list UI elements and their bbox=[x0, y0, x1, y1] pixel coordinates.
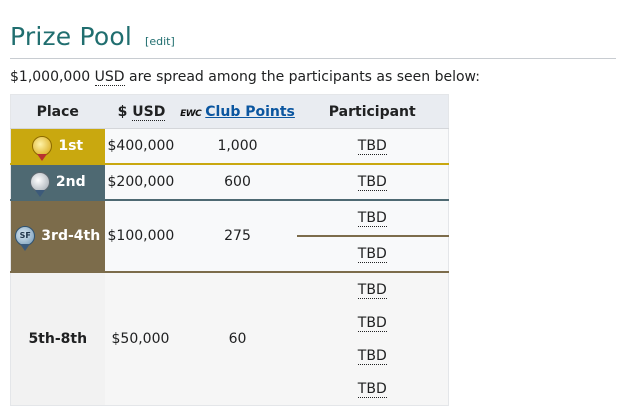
club-points-link[interactable]: Club Points bbox=[205, 103, 295, 120]
participant-tbd: TBD bbox=[357, 174, 387, 191]
table-row: SF 3rd-4th $100,000 275 TBD bbox=[10, 200, 449, 273]
gold-medal-icon bbox=[32, 136, 53, 161]
participant-cell: TBD bbox=[296, 200, 449, 236]
header-usd-prefix: $ bbox=[117, 103, 133, 120]
participant-tbd: TBD bbox=[357, 380, 387, 398]
header-participant: Participant bbox=[296, 94, 449, 129]
participant-tbd: TBD bbox=[357, 138, 387, 155]
table-row: 1st $400,000 1,000 TBD bbox=[10, 128, 449, 165]
participant-tbd: TBD bbox=[357, 246, 387, 263]
place-2nd: 2nd bbox=[10, 164, 105, 201]
participant-cell: TBD bbox=[296, 128, 449, 165]
place-1st: 1st bbox=[10, 128, 105, 165]
table-row: TBD bbox=[11, 235, 449, 273]
section-heading: Prize Pool [edit] bbox=[10, 22, 616, 59]
silver-medal-icon bbox=[29, 172, 50, 197]
points-cell: 275 bbox=[178, 200, 297, 273]
participant-cell: TBD bbox=[296, 306, 449, 339]
participant-cell: TBD bbox=[296, 372, 449, 406]
intro-text: $1,000,000 USD are spread among the part… bbox=[10, 69, 480, 86]
semifinal-medal-icon: SF bbox=[15, 226, 36, 251]
participant-tbd: TBD bbox=[357, 281, 387, 299]
participant-cell: TBD bbox=[296, 164, 449, 201]
participant-tbd: TBD bbox=[357, 314, 387, 332]
table-row: 2nd $200,000 600 TBD bbox=[10, 164, 449, 201]
points-cell: 60 bbox=[178, 272, 297, 406]
header-usd-label: USD bbox=[132, 103, 166, 121]
intro-amount: $1,000,000 bbox=[10, 69, 91, 85]
intro-currency: USD bbox=[94, 69, 125, 86]
place-label: 2nd bbox=[55, 174, 86, 190]
table-header-row: Place $ USD EWC Club Points Participant bbox=[10, 94, 449, 129]
participant-tbd: TBD bbox=[357, 210, 387, 227]
edit-link[interactable]: [edit] bbox=[145, 35, 175, 48]
participant-tbd: TBD bbox=[357, 347, 387, 365]
usd-cell: $200,000 bbox=[104, 164, 179, 201]
page-title: Prize Pool bbox=[10, 22, 133, 51]
participant-cell: TBD bbox=[296, 272, 449, 306]
prize-pool-table: Place $ USD EWC Club Points Participant 1… bbox=[10, 94, 449, 406]
place-3rd-4th: SF 3rd-4th bbox=[10, 200, 105, 273]
place-label: 3rd-4th bbox=[41, 228, 101, 244]
usd-cell: $100,000 bbox=[104, 200, 179, 273]
header-place: Place bbox=[10, 94, 105, 129]
table-row: TBD bbox=[11, 306, 449, 339]
intro-rest: are spread among the participants as see… bbox=[124, 69, 480, 85]
table-row: 5th-8th $50,000 60 TBD bbox=[10, 272, 449, 406]
points-cell: 600 bbox=[178, 164, 297, 201]
header-usd: $ USD bbox=[104, 94, 179, 129]
header-club-points: EWC Club Points bbox=[178, 94, 297, 129]
participant-cell: TBD bbox=[296, 339, 449, 372]
usd-cell: $50,000 bbox=[104, 272, 179, 406]
place-5th-8th: 5th-8th bbox=[10, 272, 105, 406]
ewc-logo-icon: EWC bbox=[180, 108, 202, 119]
table-row: TBD bbox=[11, 339, 449, 372]
participant-cell: TBD bbox=[296, 235, 449, 273]
usd-cell: $400,000 bbox=[104, 128, 179, 165]
table-row: TBD bbox=[11, 372, 449, 406]
points-cell: 1,000 bbox=[178, 128, 297, 165]
place-label: 1st bbox=[58, 138, 84, 154]
